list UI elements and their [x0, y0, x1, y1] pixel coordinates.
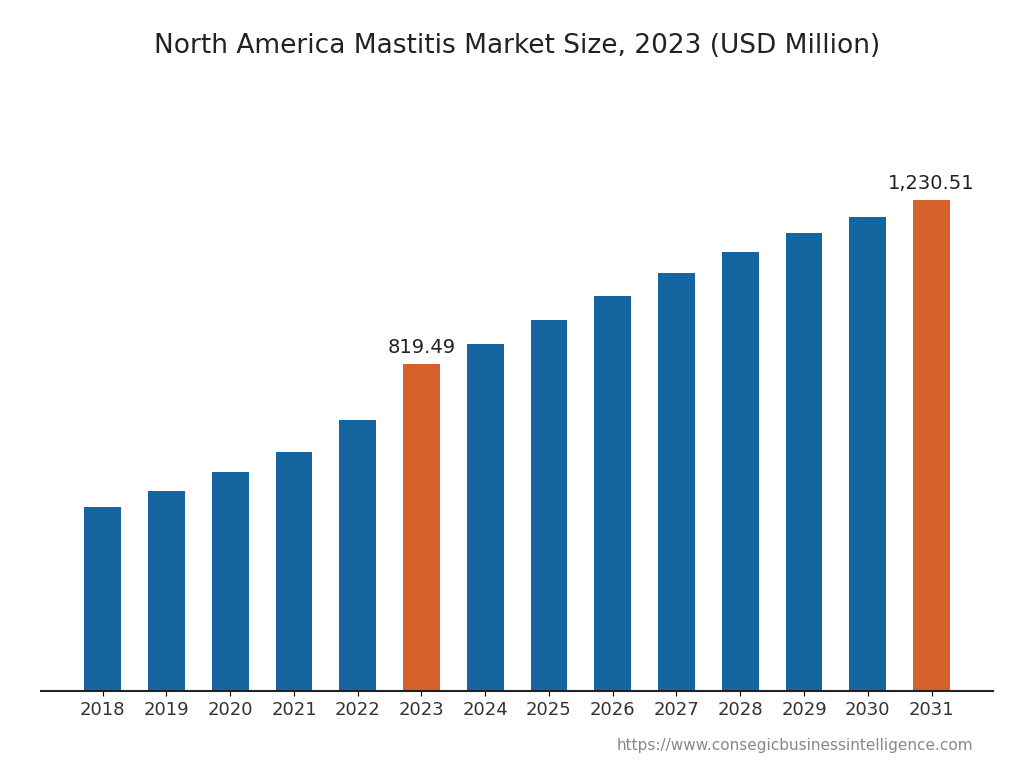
Bar	[849, 217, 886, 691]
Text: https://www.consegicbusinessintelligence.com: https://www.consegicbusinessintelligence…	[616, 737, 973, 753]
Bar	[530, 319, 567, 691]
Bar	[913, 200, 950, 691]
Title: North America Mastitis Market Size, 2023 (USD Million): North America Mastitis Market Size, 2023…	[154, 33, 881, 59]
Bar	[403, 364, 440, 691]
Bar	[594, 296, 631, 691]
Bar	[148, 491, 185, 691]
Text: 819.49: 819.49	[387, 338, 456, 357]
Bar	[275, 452, 312, 691]
Text: 1,230.51: 1,230.51	[888, 174, 975, 193]
Bar	[722, 252, 759, 691]
Bar	[212, 472, 249, 691]
Bar	[339, 419, 376, 691]
Bar	[84, 508, 121, 691]
Bar	[785, 233, 822, 691]
Bar	[467, 344, 504, 691]
Bar	[658, 273, 695, 691]
